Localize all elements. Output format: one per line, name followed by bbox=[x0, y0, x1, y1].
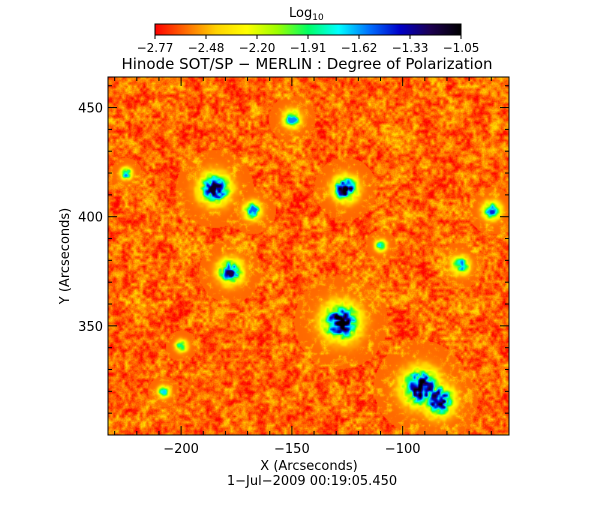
colorbar-label-subscript: 10 bbox=[312, 13, 324, 23]
x-axis-label: X (Arcseconds) bbox=[260, 459, 357, 474]
heatmap-image bbox=[108, 77, 509, 435]
colorbar-label: Log10 bbox=[289, 6, 324, 23]
colorbar bbox=[154, 23, 462, 36]
y-tick-label: 450 bbox=[78, 102, 103, 117]
y-tick-label: 350 bbox=[78, 320, 103, 335]
plot-frame bbox=[107, 76, 510, 436]
chart-title: Hinode SOT/SP − MERLIN : Degree of Polar… bbox=[121, 55, 492, 73]
timestamp: 1−Jul−2009 00:19:05.450 bbox=[227, 474, 397, 489]
colorbar-tick-label: −2.20 bbox=[239, 41, 276, 55]
colorbar-tick-label: −1.91 bbox=[290, 41, 327, 55]
colorbar-tick-label: −1.05 bbox=[443, 41, 480, 55]
x-tick-label: −200 bbox=[163, 442, 199, 457]
colorbar-tick-label: −2.48 bbox=[188, 41, 225, 55]
x-tick-label: −100 bbox=[385, 442, 421, 457]
axis-ticks: −200 −150 −100 350 400 450 bbox=[78, 77, 509, 457]
colorbar-ticks: −2.77 −2.48 −2.20 −1.91 −1.62 −1.33 −1.05 bbox=[137, 35, 480, 55]
y-tick-label: 400 bbox=[78, 211, 103, 226]
colorbar-tick-label: −1.62 bbox=[341, 41, 378, 55]
colorbar-tick-label: −2.77 bbox=[137, 41, 174, 55]
colorbar-label-base: Log bbox=[289, 6, 312, 21]
y-axis-label: Y (Arcseconds) bbox=[58, 208, 73, 305]
x-tick-label: −150 bbox=[274, 442, 310, 457]
colorbar-tick-label: −1.33 bbox=[392, 41, 429, 55]
